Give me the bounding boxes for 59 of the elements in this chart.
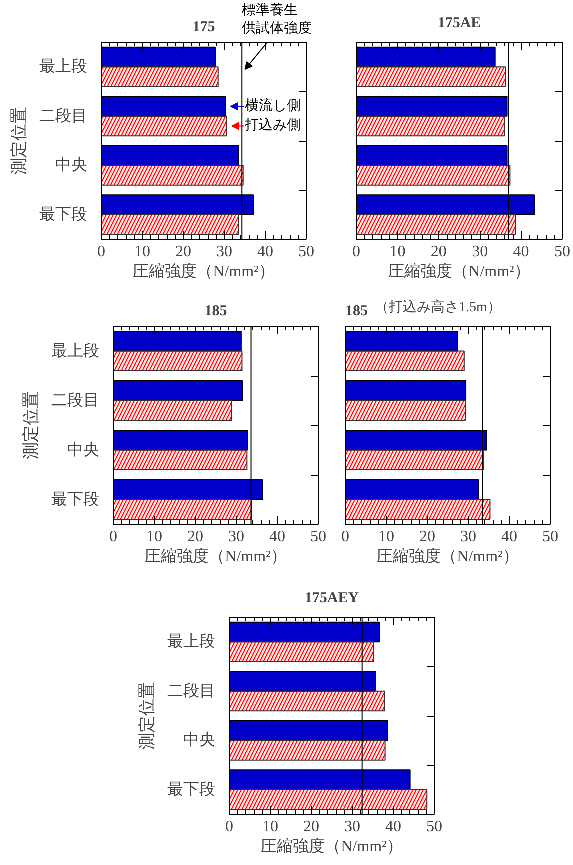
y-axis-title: 測定位置 bbox=[10, 107, 28, 175]
chart-subtitle: （打込み高さ1.5m） bbox=[375, 300, 502, 316]
x-tick-label: 10 bbox=[146, 528, 162, 546]
x-tick-label: 10 bbox=[262, 818, 278, 836]
y-tick-label: 中央 bbox=[184, 731, 216, 750]
x-tick-label: 20 bbox=[430, 244, 447, 260]
x-tick-label: 40 bbox=[502, 528, 518, 546]
y-tick-label: 最上段 bbox=[168, 632, 216, 651]
x-tick-label: 0 bbox=[98, 244, 106, 260]
x-axis-title: 圧縮強度（N/mm²） bbox=[145, 548, 287, 566]
x-tick-label: 40 bbox=[513, 244, 530, 260]
y-tick-label: 最上段 bbox=[52, 342, 100, 360]
x-axis-title: 圧縮強度（N/mm²） bbox=[133, 262, 275, 280]
x-tick-label: 20 bbox=[188, 528, 204, 546]
x-axis-title: 圧縮強度（N/mm²） bbox=[377, 548, 519, 566]
x-tick-label: 30 bbox=[472, 244, 488, 260]
chart-title: 175 bbox=[192, 20, 216, 36]
x-tick-label: 30 bbox=[460, 528, 476, 546]
x-tick-label: 30 bbox=[216, 244, 232, 260]
x-tick-label: 30 bbox=[344, 818, 360, 836]
chart-title: 185 bbox=[204, 304, 228, 320]
y-tick-label: 中央 bbox=[68, 440, 100, 459]
x-tick-label: 0 bbox=[110, 528, 118, 546]
x-tick-label: 0 bbox=[342, 528, 350, 546]
legend-label: 打込み側 bbox=[244, 118, 301, 134]
x-tick-label: 0 bbox=[226, 818, 234, 836]
y-tick-label: 二段目 bbox=[52, 391, 100, 410]
x-axis-title: 圧縮強度（N/mm²） bbox=[261, 838, 403, 856]
x-tick-label: 50 bbox=[554, 244, 570, 260]
legend-label: 横流し側 bbox=[245, 98, 301, 114]
chart-title: 175AE bbox=[438, 16, 482, 32]
x-tick-label: 50 bbox=[542, 528, 558, 546]
x-tick-label: 40 bbox=[270, 528, 286, 546]
y-tick-label: 二段目 bbox=[40, 106, 88, 125]
y-tick-label: 最下段 bbox=[168, 780, 216, 798]
x-tick-label: 10 bbox=[134, 244, 150, 260]
x-tick-label: 10 bbox=[390, 244, 406, 260]
x-tick-label: 20 bbox=[304, 818, 320, 836]
x-tick-label: 40 bbox=[386, 818, 402, 836]
x-tick-label: 50 bbox=[310, 528, 326, 546]
y-axis-title: 測定位置 bbox=[22, 392, 40, 460]
chart-title: 185 bbox=[346, 304, 368, 320]
x-tick-label: 50 bbox=[426, 818, 442, 836]
x-tick-label: 40 bbox=[258, 244, 274, 260]
y-tick-label: 最上段 bbox=[40, 58, 88, 76]
x-tick-label: 20 bbox=[420, 528, 436, 546]
y-axis-title: 測定位置 bbox=[138, 682, 156, 750]
ref-line-label: 標準養生供試体強度 bbox=[242, 2, 312, 36]
chart-title: 175AEY bbox=[304, 590, 360, 606]
y-tick-label: 最下段 bbox=[52, 490, 100, 508]
y-tick-label: 二段目 bbox=[168, 682, 216, 700]
y-tick-label: 最下段 bbox=[40, 205, 88, 224]
y-tick-label: 中央 bbox=[56, 156, 88, 174]
x-tick-label: 0 bbox=[352, 244, 360, 260]
x-tick-label: 10 bbox=[378, 528, 394, 546]
x-tick-label: 50 bbox=[298, 244, 314, 260]
x-tick-label: 30 bbox=[228, 528, 244, 546]
x-tick-label: 20 bbox=[176, 244, 192, 260]
x-axis-title: 圧縮強度（N/mm²） bbox=[388, 262, 530, 280]
